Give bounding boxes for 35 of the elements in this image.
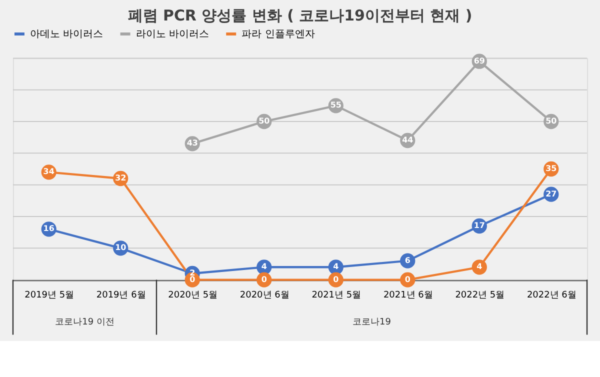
data-label: 0 — [261, 274, 268, 284]
x-tick-label: 2022년 5월 — [455, 290, 505, 300]
data-label: 43 — [186, 138, 198, 148]
data-label: 69 — [474, 56, 486, 66]
text: 코로나19 — [352, 318, 392, 328]
data-label: 6 — [404, 256, 411, 265]
legend-label: 라이노 바이러스 — [136, 28, 209, 40]
data-label: 55 — [330, 100, 342, 110]
data-label: 4 — [261, 262, 268, 272]
data-label: 0 — [333, 274, 340, 284]
data-label: 16 — [43, 224, 55, 234]
data-label: 50 — [258, 116, 270, 126]
x-tick-label: 2021년 6월 — [383, 290, 433, 300]
data-label: 4 — [476, 262, 483, 272]
x-tick-label: 2019년 5월 — [24, 290, 74, 300]
data-label: 32 — [115, 174, 126, 182]
data-label: 50 — [546, 116, 558, 126]
x-tick-label: 2020년 5월 — [168, 290, 218, 300]
data-label: 4 — [333, 262, 340, 272]
data-label: 10 — [115, 243, 127, 252]
data-label: 17 — [474, 220, 485, 230]
text: 코로나19 이전 — [55, 318, 114, 328]
data-label: 35 — [546, 164, 557, 173]
data-label: 27 — [546, 189, 557, 198]
x-tick-label: 2021년 5월 — [312, 290, 362, 300]
chart-title: 폐렴 PCR 양성률 변화 ( 코로나19이전부터 현재 ) — [128, 6, 472, 24]
data-label: 0 — [404, 274, 411, 284]
legend-label: 아데노 바이러스 — [30, 28, 104, 40]
data-label: 44 — [402, 136, 414, 145]
x-tick-label: 2022년 6월 — [526, 290, 576, 300]
legend-label: 파라 인플루엔자 — [242, 28, 315, 40]
x-tick-label: 2020년 6월 — [240, 290, 290, 300]
data-label: 34 — [43, 167, 55, 176]
data-label: 0 — [190, 274, 196, 284]
x-tick-label: 2019년 6월 — [96, 290, 146, 300]
